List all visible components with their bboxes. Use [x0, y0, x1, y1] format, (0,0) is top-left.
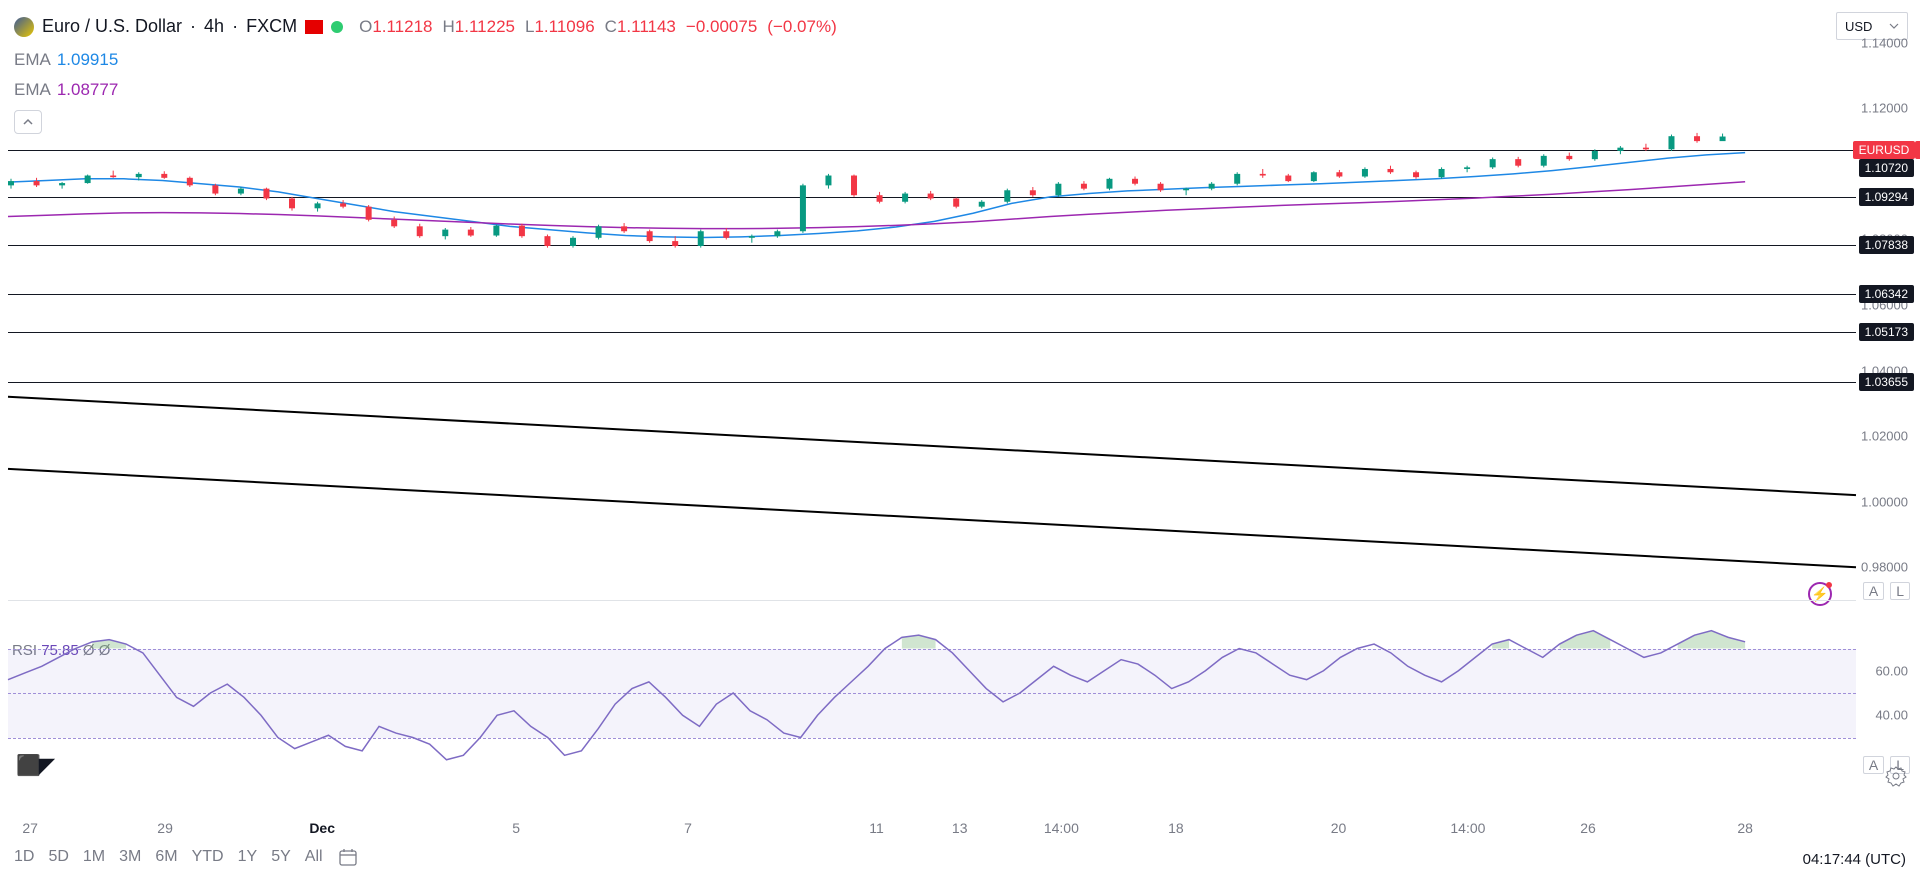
autoscale-button-rsi[interactable]: A [1863, 756, 1884, 774]
time-tick[interactable]: 18 [1168, 820, 1184, 836]
time-tick[interactable]: 5 [512, 820, 520, 836]
price-level-label[interactable]: 1.03655 [1859, 373, 1914, 391]
timeframe-5y[interactable]: 5Y [271, 848, 291, 866]
current-price-line [8, 150, 1856, 151]
price-tick: 1.12000 [1861, 101, 1908, 116]
time-tick[interactable]: 28 [1737, 820, 1753, 836]
price-tick: 1.14000 [1861, 35, 1908, 50]
price-level-label[interactable]: 1.05173 [1859, 323, 1914, 341]
timeframe-1m[interactable]: 1M [83, 848, 105, 866]
time-tick[interactable]: 14:00 [1044, 820, 1079, 836]
horizontal-price-line[interactable] [8, 245, 1856, 246]
timeframe-toolbar: 1D 5D 1M 3M 6M YTD 1Y 5Y All [14, 846, 359, 868]
price-level-label[interactable]: 1.06342 [1859, 285, 1914, 303]
log-button[interactable]: L [1890, 582, 1910, 600]
rsi-tick: 40.00 [1875, 708, 1908, 723]
main-price-chart[interactable]: 1.140001.120001.080001.060001.040001.020… [8, 10, 1856, 600]
timeframe-3m[interactable]: 3M [119, 848, 141, 866]
timeframe-ytd[interactable]: YTD [192, 848, 224, 866]
current-symbol-badge: EURUSD [1853, 141, 1916, 159]
timeframe-6m[interactable]: 6M [155, 848, 177, 866]
rsi-indicator-pane[interactable]: RSI 75.85 Ø Ø 60.0040.00 A L ⬛◤ [8, 604, 1856, 782]
time-x-axis[interactable]: 27 29 Dec 5 7 11 13 14:00 18 20 14:00 26 28 [8, 820, 1856, 840]
autoscale-button[interactable]: A [1863, 582, 1884, 600]
horizontal-price-line[interactable] [8, 382, 1856, 383]
chart-area[interactable]: 1.140001.120001.080001.060001.040001.020… [8, 10, 1856, 814]
timeframe-5d[interactable]: 5D [48, 848, 68, 866]
rsi-level-line [8, 649, 1856, 650]
price-level-label[interactable]: 1.09294 [1859, 188, 1914, 206]
timeframe-1y[interactable]: 1Y [238, 848, 258, 866]
main-chart-svg [8, 10, 1856, 600]
time-tick[interactable]: 27 [22, 820, 38, 836]
calendar-icon[interactable] [337, 846, 359, 868]
price-tick: 1.02000 [1861, 429, 1908, 444]
autoscale-log-buttons-main[interactable]: A L [1863, 582, 1910, 600]
countdown-badge: 01:42:17 [1915, 141, 1920, 159]
price-level-label[interactable]: 1.10720 [1859, 159, 1914, 177]
price-level-label[interactable]: 1.07838 [1859, 236, 1914, 254]
time-tick[interactable]: 20 [1331, 820, 1347, 836]
time-tick[interactable]: 14:00 [1450, 820, 1485, 836]
time-tick[interactable]: 13 [952, 820, 968, 836]
horizontal-price-line[interactable] [8, 294, 1856, 295]
price-tick: 1.00000 [1861, 494, 1908, 509]
gear-icon[interactable] [1886, 766, 1906, 786]
timeframe-all[interactable]: All [305, 848, 323, 866]
current-price-label[interactable]: EURUSD01:42:17 [1853, 141, 1920, 159]
rsi-tick: 60.00 [1875, 663, 1908, 678]
time-tick[interactable]: 26 [1580, 820, 1596, 836]
rsi-level-line [8, 738, 1856, 739]
rsi-level-line [8, 693, 1856, 694]
time-tick[interactable]: 11 [869, 820, 884, 836]
price-y-axis[interactable]: 1.140001.120001.080001.060001.040001.020… [1856, 10, 1912, 600]
horizontal-price-line[interactable] [8, 332, 1856, 333]
horizontal-price-line[interactable] [8, 197, 1856, 198]
time-tick[interactable]: 29 [157, 820, 173, 836]
tradingview-logo[interactable]: ⬛◤ [16, 753, 52, 778]
time-tick[interactable]: Dec [309, 820, 335, 836]
time-tick[interactable]: 7 [684, 820, 692, 836]
clock-readout: 04:17:44 (UTC) [1803, 851, 1906, 868]
timeframe-1d[interactable]: 1D [14, 848, 34, 866]
price-tick: 0.98000 [1861, 560, 1908, 575]
